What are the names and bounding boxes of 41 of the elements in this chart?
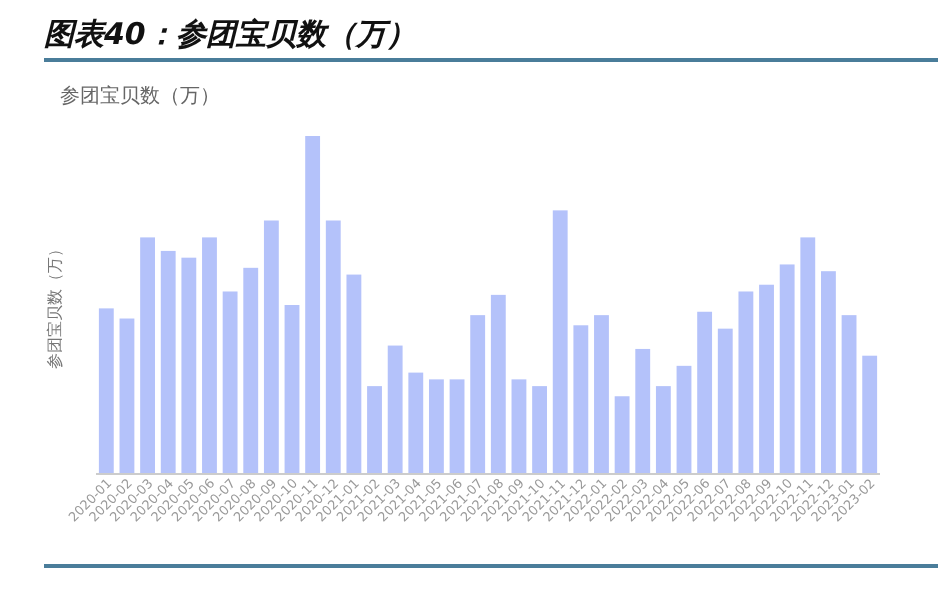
bar <box>841 315 857 474</box>
bar <box>697 311 713 474</box>
bar <box>490 294 506 474</box>
bar <box>408 372 424 474</box>
bar <box>738 291 754 474</box>
bar <box>140 237 156 474</box>
bar <box>98 308 114 474</box>
bar <box>181 257 197 474</box>
bar <box>449 379 465 474</box>
bar <box>470 315 486 474</box>
bar <box>820 271 836 474</box>
bar <box>552 210 568 474</box>
bar <box>325 220 341 474</box>
bar <box>346 274 362 474</box>
bar <box>635 348 651 474</box>
bar <box>573 325 589 474</box>
bar <box>676 365 692 474</box>
bar <box>759 284 774 474</box>
bar <box>862 355 878 474</box>
bar <box>511 379 527 474</box>
bar <box>428 379 444 474</box>
bar <box>594 315 609 474</box>
bar <box>655 386 671 474</box>
bar <box>263 220 279 474</box>
bar <box>202 237 217 474</box>
chart-title: 图表40：参团宝贝数（万） <box>44 16 416 52</box>
bar <box>800 237 816 474</box>
bar <box>387 345 403 474</box>
bar <box>160 250 176 474</box>
bar <box>717 328 733 474</box>
bar <box>305 136 321 474</box>
bar <box>614 396 630 474</box>
bar <box>222 291 238 474</box>
bar <box>284 305 300 474</box>
bar <box>779 264 795 474</box>
chart-subtitle: 参团宝贝数（万） <box>60 84 220 108</box>
bar <box>119 318 135 474</box>
bar <box>243 267 259 474</box>
y-axis-title: 参团宝贝数（万） <box>46 241 64 369</box>
bar <box>367 386 382 474</box>
bar <box>532 386 548 474</box>
